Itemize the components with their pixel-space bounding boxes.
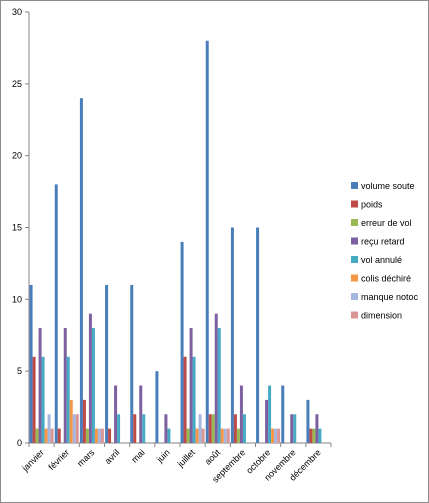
bar	[38, 328, 42, 443]
y-tick-label: 25	[12, 79, 22, 89]
bar	[214, 313, 218, 443]
bar	[180, 241, 184, 443]
legend-entry-label: manque notoc	[361, 292, 419, 302]
bar	[205, 40, 209, 443]
legend-swatch	[351, 200, 358, 208]
bar	[133, 414, 137, 443]
bar	[32, 356, 36, 443]
legend-entry-label: colis déchiré	[361, 274, 411, 284]
bar	[268, 385, 272, 443]
y-tick-label: 0	[17, 438, 22, 448]
bar	[211, 414, 215, 443]
bar	[223, 428, 227, 443]
bar	[195, 428, 199, 443]
bar	[192, 356, 196, 443]
bar	[271, 428, 275, 443]
bar	[82, 399, 86, 443]
bar	[108, 428, 112, 443]
bar	[139, 385, 143, 443]
legend-swatch	[351, 219, 358, 226]
bar	[306, 399, 310, 443]
bar	[50, 428, 54, 443]
legend-swatch	[351, 182, 358, 189]
y-tick-label: 5	[17, 366, 22, 376]
bar	[114, 385, 118, 443]
bar	[35, 428, 39, 443]
bar	[217, 328, 221, 443]
bar	[47, 414, 51, 443]
bar	[97, 428, 101, 443]
bar	[72, 414, 76, 443]
y-tick-label: 20	[12, 151, 22, 161]
bar	[189, 328, 193, 443]
bar	[100, 428, 104, 443]
bar	[256, 227, 260, 443]
legend-entry-label: erreur de vol	[361, 218, 412, 228]
bar	[105, 284, 109, 443]
bar	[44, 428, 48, 443]
bar	[239, 385, 243, 443]
y-tick-label: 10	[12, 294, 22, 304]
bar	[318, 428, 322, 443]
bar	[226, 428, 230, 443]
y-tick-label: 15	[12, 223, 22, 233]
bar	[208, 414, 212, 443]
bar	[75, 414, 79, 443]
legend-swatch	[351, 256, 358, 263]
bar	[167, 428, 171, 443]
bar	[293, 414, 297, 443]
bar	[290, 414, 294, 443]
bar	[57, 428, 61, 443]
bar	[242, 414, 246, 443]
y-tick-label: 30	[12, 7, 22, 17]
legend-entry-label: poids	[361, 200, 383, 210]
bar	[155, 371, 159, 443]
legend-entry-label: vol annulé	[361, 255, 402, 265]
bar	[88, 313, 92, 443]
legend-swatch	[351, 293, 358, 300]
bar	[79, 98, 83, 443]
legend-swatch	[351, 237, 358, 245]
bar	[309, 428, 313, 443]
bar	[312, 428, 316, 443]
bar	[54, 184, 58, 443]
bar	[186, 428, 190, 443]
bar	[91, 328, 95, 443]
bar	[66, 356, 70, 443]
bar	[142, 414, 146, 443]
bar	[164, 414, 168, 443]
bar	[29, 284, 33, 443]
legend-swatch	[351, 311, 358, 319]
bar	[117, 414, 121, 443]
bar	[233, 414, 237, 443]
bar	[281, 385, 285, 443]
bar	[69, 399, 73, 443]
bar	[265, 399, 269, 443]
bar	[41, 356, 45, 443]
bar	[201, 428, 205, 443]
bar	[198, 414, 202, 443]
bar	[94, 428, 98, 443]
legend: volume soute poids erreur de vol reçu retar…	[351, 181, 419, 321]
bar	[85, 428, 89, 443]
bar	[220, 428, 224, 443]
bar	[274, 428, 278, 443]
bar	[277, 428, 281, 443]
bar	[130, 284, 134, 443]
legend-entry-label: dimension	[361, 311, 402, 321]
bar	[315, 414, 319, 443]
legend-entry-label: reçu retard	[361, 237, 405, 247]
bar	[230, 227, 234, 443]
legend-entry-label: volume soute	[361, 181, 415, 191]
bar	[63, 328, 67, 443]
bar	[183, 356, 187, 443]
bar	[236, 428, 240, 443]
legend-swatch	[351, 274, 358, 282]
